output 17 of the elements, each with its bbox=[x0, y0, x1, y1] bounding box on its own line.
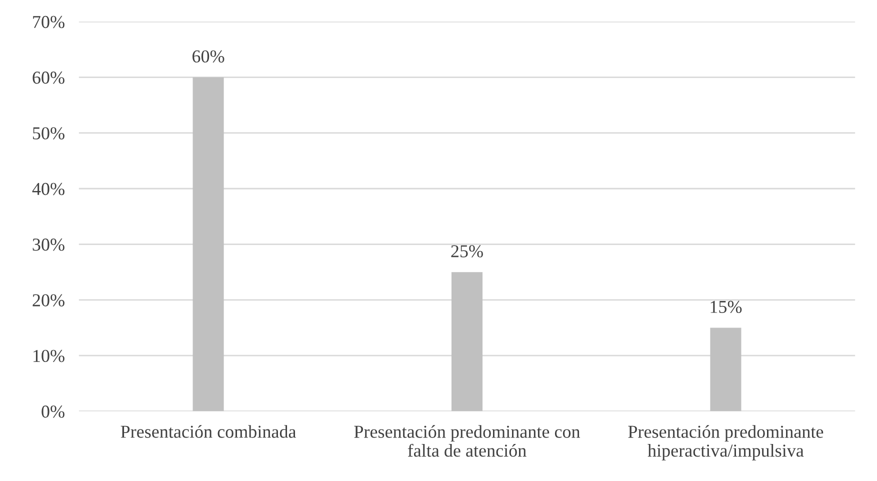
y-tick-label: 20% bbox=[32, 294, 64, 306]
y-tick-label: 10% bbox=[34, 350, 64, 362]
y-tick-label: 50% bbox=[32, 127, 64, 140]
bar bbox=[710, 328, 742, 412]
x-tick-label: Presentación combinada bbox=[120, 425, 296, 438]
x-tick-label: Presentación predominante hiperactiva/impulsiva bbox=[628, 425, 824, 460]
bar bbox=[451, 272, 483, 412]
data-label: 15% bbox=[710, 300, 742, 314]
bar bbox=[192, 77, 224, 412]
data-label: 60% bbox=[192, 50, 224, 63]
data-label: 25% bbox=[451, 245, 483, 258]
y-tick-label: 60% bbox=[32, 72, 64, 84]
x-tick-label: Presentación predominante con falta de atención bbox=[354, 425, 580, 457]
y-tick-label: 70% bbox=[33, 16, 64, 28]
y-tick-label: 40% bbox=[32, 182, 64, 196]
y-tick-label: 0% bbox=[42, 406, 64, 418]
y-tick-label: 30% bbox=[32, 238, 64, 251]
